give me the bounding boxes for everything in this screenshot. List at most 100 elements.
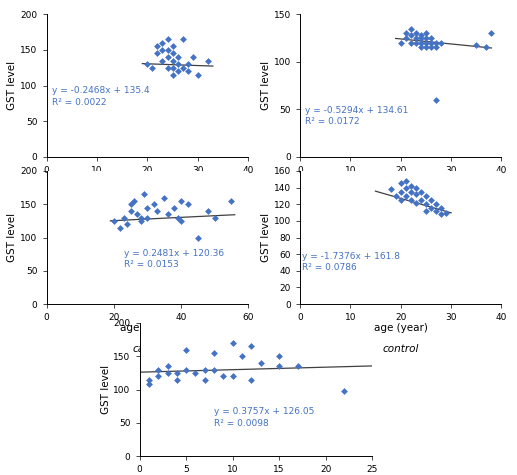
Point [422,34,430,42]
Point [422,44,430,51]
Point [136,214,145,221]
Point [193,234,202,241]
Text: cases: cases [133,200,162,209]
Point [432,39,440,47]
Point [143,204,151,211]
Point [391,192,400,200]
Point [145,376,153,383]
Point [432,44,440,51]
Point [417,188,425,196]
Point [154,366,162,373]
Point [238,352,246,360]
Point [417,44,425,51]
Point [163,210,172,218]
Point [275,362,283,370]
Point [427,39,435,47]
Text: y = 0.3757x + 126.05
R² = 0.0098: y = 0.3757x + 126.05 R² = 0.0098 [214,407,314,428]
Point [158,39,166,47]
Point [201,376,209,383]
Y-axis label: GST level: GST level [261,213,271,262]
Point [173,369,181,377]
Text: y = 0.2481x + 120.36
R² = 0.0153: y = 0.2481x + 120.36 R² = 0.0153 [124,248,224,269]
Point [406,25,415,32]
Point [160,194,169,201]
Point [427,205,435,212]
Point [163,46,172,54]
Point [174,214,182,221]
Point [174,60,182,68]
Point [184,67,192,75]
Point [406,196,415,204]
Point [487,29,495,37]
Point [397,196,405,204]
Point [163,36,172,43]
Point [442,209,450,217]
Point [153,207,161,215]
Point [201,366,209,373]
Point [184,60,192,68]
Point [154,372,162,380]
Point [227,197,236,205]
Point [422,200,430,208]
Point [229,339,237,347]
Point [170,204,178,211]
Point [412,184,420,191]
Point [193,71,202,78]
Point [110,217,118,225]
Point [182,346,190,353]
Point [133,210,142,218]
Point [127,200,135,208]
Point [397,39,405,47]
Point [417,196,425,204]
Point [177,197,185,205]
Point [294,362,302,370]
Point [127,207,135,215]
Point [158,46,166,54]
Point [150,200,158,208]
Point [432,200,440,208]
Point [397,180,405,187]
Point [219,372,227,380]
Point [412,190,420,198]
Point [163,369,172,377]
Point [229,372,237,380]
Point [422,29,430,37]
X-axis label: BMI kg/m2: BMI kg/m2 [373,176,428,186]
Point [158,57,166,65]
Point [432,96,440,104]
Y-axis label: GST level: GST level [7,213,18,262]
Point [247,342,255,350]
Point [437,210,445,218]
Point [417,34,425,42]
Point [143,214,151,221]
Point [472,41,480,48]
Point [402,34,410,42]
Text: cases: cases [133,344,162,354]
Point [402,184,410,191]
Point [422,192,430,200]
Point [387,186,395,193]
Point [427,44,435,51]
Point [427,34,435,42]
Point [119,214,128,221]
Point [169,64,177,72]
Y-axis label: GST level: GST level [261,61,271,110]
Point [143,60,151,68]
Point [402,177,410,185]
Point [189,53,197,61]
Point [174,53,182,61]
Point [412,39,420,47]
Point [210,366,218,373]
Point [182,366,190,373]
Point [417,39,425,47]
Point [140,190,148,198]
Point [178,64,187,72]
Point [275,352,283,360]
Point [204,207,212,215]
Point [406,31,415,39]
Text: y = -1.7376x + 161.8
R² = 0.0786: y = -1.7376x + 161.8 R² = 0.0786 [302,252,400,273]
Point [145,380,153,388]
X-axis label: age (year): age (year) [374,323,428,333]
Point [412,29,420,37]
Point [402,29,410,37]
